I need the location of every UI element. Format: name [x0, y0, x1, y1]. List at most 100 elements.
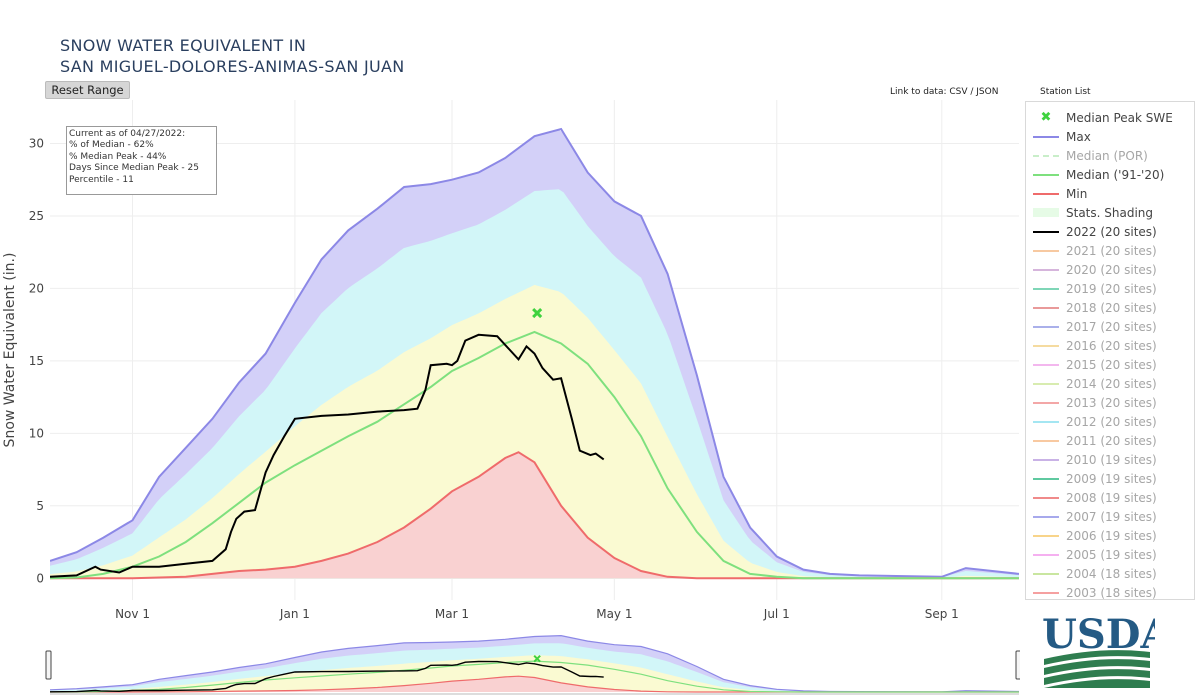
legend-symbol	[1026, 203, 1066, 222]
y-tick-label: 15	[29, 354, 44, 368]
legend-label: 2014 (20 sites)	[1066, 376, 1157, 391]
legend-item[interactable]: 2009 (19 sites)	[1026, 469, 1194, 488]
legend-item[interactable]: 2007 (19 sites)	[1026, 507, 1194, 526]
legend-item[interactable]: Max	[1026, 127, 1194, 146]
legend-symbol	[1026, 260, 1066, 279]
links-separator: /	[967, 87, 977, 97]
legend-label: 2007 (19 sites)	[1066, 509, 1157, 524]
legend-item[interactable]: Min	[1026, 184, 1194, 203]
median-peak-marker	[532, 307, 543, 319]
legend-label: 2016 (20 sites)	[1066, 338, 1157, 353]
line-swatch	[1033, 154, 1059, 157]
legend-symbol	[1026, 469, 1066, 488]
legend-item[interactable]: 2020 (20 sites)	[1026, 260, 1194, 279]
legend-item[interactable]: 2017 (20 sites)	[1026, 317, 1194, 336]
legend-label: Median ('91-'20)	[1066, 167, 1165, 182]
y-tick-label: 30	[29, 136, 44, 150]
legend-item[interactable]: 2018 (20 sites)	[1026, 298, 1194, 317]
range-slider-left-handle[interactable]	[45, 650, 52, 680]
legend-item[interactable]: 2021 (20 sites)	[1026, 241, 1194, 260]
legend-label: 2012 (20 sites)	[1066, 414, 1157, 429]
station-list-link[interactable]: Station List	[1040, 87, 1091, 97]
legend-item[interactable]: 2022 (20 sites)	[1026, 222, 1194, 241]
y-tick-label: 5	[36, 499, 44, 513]
legend-item[interactable]: 2011 (20 sites)	[1026, 431, 1194, 450]
legend-symbol	[1026, 412, 1066, 431]
legend-label: 2017 (20 sites)	[1066, 319, 1157, 334]
y-axis-title: Snow Water Equivalent (in.)	[2, 253, 18, 448]
status-pct-median-peak: % Median Peak - 44%	[69, 151, 167, 162]
x-tick-label: May 1	[596, 607, 632, 621]
line-swatch	[1033, 496, 1059, 499]
legend-label: Min	[1066, 186, 1088, 201]
legend-item[interactable]: 2013 (20 sites)	[1026, 393, 1194, 412]
json-link[interactable]: JSON	[976, 87, 999, 97]
line-swatch	[1033, 135, 1059, 138]
range-slider-max-line	[50, 634, 1019, 693]
current-year-line	[50, 333, 605, 578]
line-swatch	[1033, 249, 1059, 252]
legend-label: 2006 (19 sites)	[1066, 528, 1157, 543]
line-swatch	[1033, 439, 1059, 442]
legend-label: 2013 (20 sites)	[1066, 395, 1157, 410]
legend-item[interactable]: 2015 (20 sites)	[1026, 355, 1194, 374]
legend-item[interactable]: 2016 (20 sites)	[1026, 336, 1194, 355]
swe-chart[interactable]: 0 5 10 15 20 25 30 Nov 1 Jan 1 Mar 1 May 1 Jul 1 Sep…	[0, 0, 1020, 700]
line-swatch	[1033, 572, 1059, 575]
line-swatch	[1033, 173, 1059, 176]
x-tick-label: Sep 1	[925, 607, 959, 621]
legend-item[interactable]: 2006 (19 sites)	[1026, 526, 1194, 545]
line-swatch	[1033, 401, 1059, 404]
median-line	[50, 330, 1019, 580]
legend-label: Median (POR)	[1066, 148, 1148, 163]
legend-item[interactable]: 2014 (20 sites)	[1026, 374, 1194, 393]
range-slider-right-handle[interactable]	[1015, 650, 1020, 680]
range-slider-plot	[50, 634, 1019, 693]
legend-symbol	[1026, 374, 1066, 393]
legend-symbol	[1026, 583, 1066, 599]
legend-label: 2015 (20 sites)	[1066, 357, 1157, 372]
legend-symbol: ✖	[1026, 108, 1066, 127]
legend-item[interactable]: 2019 (20 sites)	[1026, 279, 1194, 298]
line-swatch	[1033, 306, 1059, 309]
line-swatch	[1033, 515, 1059, 518]
legend-item[interactable]: Median (POR)	[1026, 146, 1194, 165]
legend-symbol	[1026, 545, 1066, 564]
csv-link[interactable]: CSV	[949, 87, 968, 97]
legend-item[interactable]: 2003 (18 sites)	[1026, 583, 1194, 599]
legend-item[interactable]: 2012 (20 sites)	[1026, 412, 1194, 431]
legend-item[interactable]: ✖ Median Peak SWE	[1026, 108, 1194, 127]
line-swatch	[1033, 363, 1059, 366]
legend-label: 2010 (19 sites)	[1066, 452, 1157, 467]
legend-symbol	[1026, 488, 1066, 507]
y-tick-label: 25	[29, 209, 44, 223]
stats-band	[50, 284, 1019, 579]
y-tick-label: 0	[36, 571, 44, 585]
min-line	[50, 451, 1019, 580]
legend-item[interactable]: 2010 (19 sites)	[1026, 450, 1194, 469]
line-swatch	[1033, 458, 1059, 461]
line-swatch	[1033, 268, 1059, 271]
legend-symbol	[1026, 336, 1066, 355]
legend-item[interactable]: 2005 (19 sites)	[1026, 545, 1194, 564]
x-tick-label: Jan 1	[279, 607, 310, 621]
line-swatch	[1033, 553, 1059, 556]
legend-item[interactable]: 2008 (19 sites)	[1026, 488, 1194, 507]
legend-label: 2019 (20 sites)	[1066, 281, 1157, 296]
reset-range-button[interactable]: Reset Range	[45, 81, 130, 99]
line-swatch	[1033, 534, 1059, 537]
status-days-since-peak: Days Since Median Peak - 25	[69, 163, 199, 174]
y-tick-label: 10	[29, 426, 44, 440]
legend-item[interactable]: 2004 (18 sites)	[1026, 564, 1194, 583]
range-slider[interactable]	[45, 634, 1020, 695]
legend-symbol	[1026, 431, 1066, 450]
legend-symbol	[1026, 222, 1066, 241]
legend-symbol	[1026, 127, 1066, 146]
line-swatch	[1033, 477, 1059, 480]
legend-symbol	[1026, 507, 1066, 526]
x-tick-label: Jul 1	[763, 607, 790, 621]
usda-logo-text: USDA	[1042, 612, 1155, 658]
legend-item[interactable]: Stats. Shading	[1026, 203, 1194, 222]
legend-symbol	[1026, 317, 1066, 336]
legend-item[interactable]: Median ('91-'20)	[1026, 165, 1194, 184]
